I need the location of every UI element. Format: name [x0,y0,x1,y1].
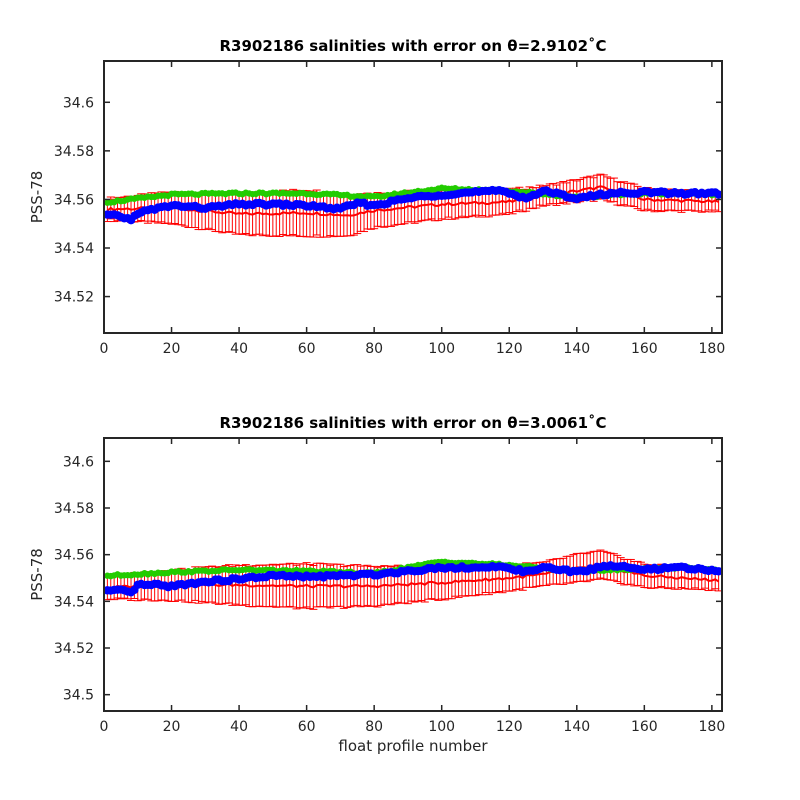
x-tick-label: 160 [631,341,658,357]
axes-frame [103,437,723,712]
y-tick-label: 34.6 [63,454,94,470]
y-tick-label: 34.58 [54,501,94,517]
x-tick-label: 80 [365,719,383,735]
x-tick-label: 80 [365,341,383,357]
blue-series [104,561,722,597]
bottom-panel: 0 20 40 60 80 100 120 140 160 180 34.5 34.52 34.54 34… [28,414,725,755]
chart-title: R3902186 salinities with error on θ=2.91… [219,37,606,55]
y-tick-label: 34.52 [54,290,94,306]
x-tick-label: 0 [100,341,109,357]
x-tick-label: 0 [100,719,109,735]
x-tick-label: 40 [230,341,248,357]
x-tick-label: 140 [563,341,590,357]
x-tick-label: 120 [496,719,523,735]
plot-data [104,173,722,238]
y-axis-label: PSS-78 [28,548,46,601]
y-tick-label: 34.54 [54,241,94,257]
blue-point [714,190,722,199]
x-tick-label: 120 [496,341,523,357]
x-tick-label: 100 [428,341,455,357]
x-tick-label: 40 [230,719,248,735]
y-tick-label: 34.54 [54,594,94,610]
x-tick-label: 60 [298,719,316,735]
y-tick-label: 34.56 [54,192,94,208]
y-tick-label: 34.6 [63,95,94,111]
plot-data [104,549,722,610]
y-tick-label: 34.5 [63,688,94,704]
top-panel: 0 20 40 60 80 100 120 140 160 180 34.52 34.54 34.56 3… [28,37,725,357]
blue-point [714,567,722,576]
x-tick-label: 100 [428,719,455,735]
chart-title: R3902186 salinities with error on θ=3.00… [219,414,606,432]
blue-series [104,185,722,225]
x-tick-label: 160 [631,719,658,735]
x-axis-label: float profile number [338,737,488,755]
x-tick-label: 180 [699,341,726,357]
x-tick-label: 140 [563,719,590,735]
x-tick-label: 20 [163,341,181,357]
y-axis-label: PSS-78 [28,171,46,224]
x-tick-label: 60 [298,341,316,357]
y-tick-label: 34.56 [54,548,94,564]
y-tick-label: 34.58 [54,144,94,160]
y-tick-label: 34.52 [54,641,94,657]
x-tick-label: 20 [163,719,181,735]
axes-frame [103,60,723,334]
x-tick-label: 180 [699,719,726,735]
